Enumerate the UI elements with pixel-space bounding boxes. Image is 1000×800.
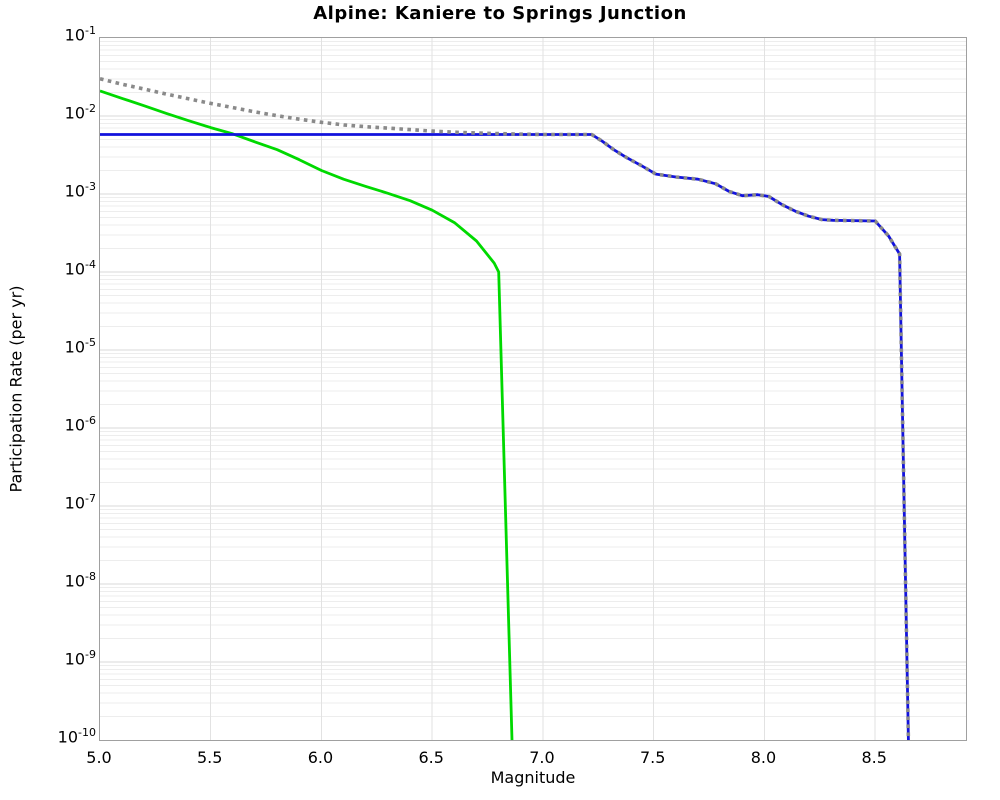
y-axis-title: Participation Rate (per yr) bbox=[6, 285, 26, 493]
x-tick-label: 8.0 bbox=[750, 748, 777, 767]
x-tick-label: 7.5 bbox=[639, 748, 666, 767]
x-tick-label: 8.5 bbox=[861, 748, 887, 767]
plot-canvas bbox=[100, 38, 966, 740]
x-tick-label: 7.0 bbox=[529, 748, 555, 767]
y-tick-label: 10-2 bbox=[64, 102, 96, 123]
chart-title: Alpine: Kaniere to Springs Junction bbox=[313, 3, 687, 24]
x-tick-label: 5.5 bbox=[197, 748, 223, 767]
y-tick-label: 10-5 bbox=[64, 336, 96, 357]
x-tick-label: 5.0 bbox=[86, 748, 112, 767]
green-solid-line bbox=[100, 89, 514, 740]
y-tick-label: 10-10 bbox=[57, 726, 96, 747]
y-tick-label: 10-3 bbox=[64, 180, 96, 201]
y-tick-label: 10-8 bbox=[64, 570, 96, 591]
x-tick-label: 6.5 bbox=[418, 748, 444, 767]
x-axis-title: Magnitude bbox=[490, 768, 576, 787]
plot-area bbox=[99, 37, 967, 741]
blue-solid-line bbox=[100, 133, 910, 740]
y-tick-label: 10-1 bbox=[64, 24, 96, 45]
gray-dotted-line bbox=[100, 77, 911, 740]
y-tick-label: 10-9 bbox=[64, 648, 96, 669]
x-tick-label: 6.0 bbox=[307, 748, 334, 767]
y-tick-label: 10-7 bbox=[64, 492, 96, 513]
y-tick-label: 10-6 bbox=[64, 414, 96, 435]
y-tick-label: 10-4 bbox=[64, 258, 96, 279]
